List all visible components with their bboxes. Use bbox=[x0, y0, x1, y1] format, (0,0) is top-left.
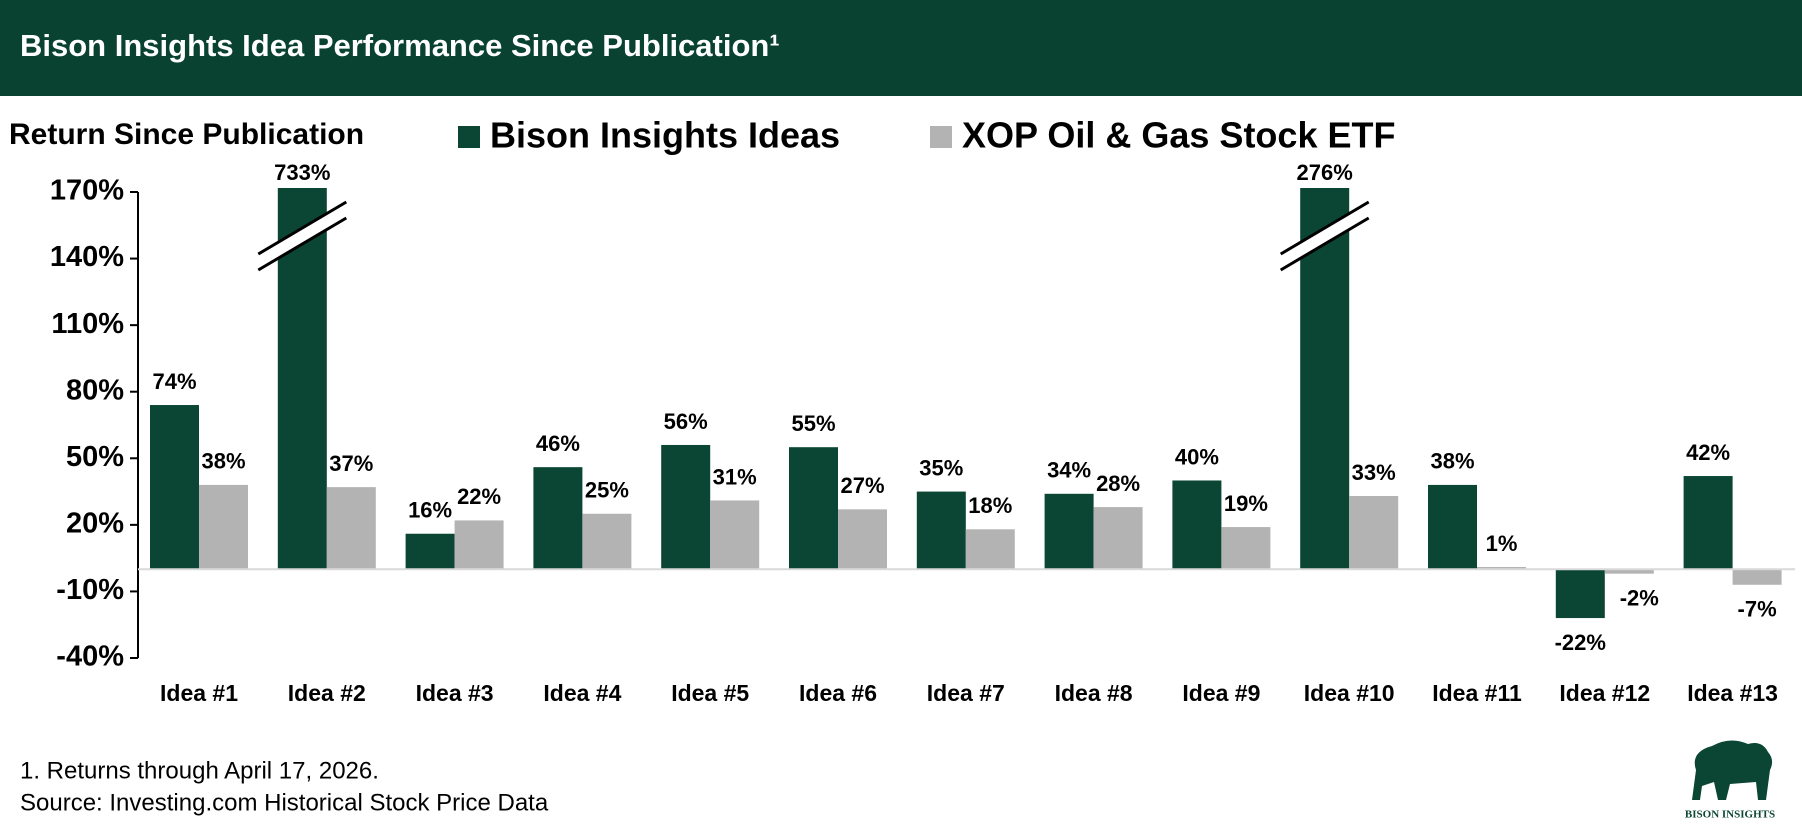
bar bbox=[916, 491, 966, 570]
bar bbox=[405, 533, 455, 570]
data-label: 46% bbox=[536, 431, 580, 456]
x-tick-label: Idea #4 bbox=[543, 680, 621, 706]
bar bbox=[710, 500, 760, 570]
bar bbox=[789, 447, 838, 570]
data-label: 25% bbox=[585, 478, 629, 503]
legend-swatch bbox=[458, 126, 480, 148]
legend-swatch bbox=[930, 126, 952, 148]
bar bbox=[1044, 493, 1094, 570]
footnote: 1. Returns through April 17, 2026. bbox=[20, 757, 379, 784]
x-tick-label: Idea #10 bbox=[1304, 680, 1395, 706]
data-label: 733% bbox=[274, 160, 330, 185]
data-label: 74% bbox=[152, 369, 196, 394]
y-tick-label: 140% bbox=[50, 241, 124, 273]
logo-text: BISON INSIGHTS bbox=[1685, 809, 1775, 821]
source-note: Source: Investing.com Historical Stock P… bbox=[20, 789, 549, 816]
legend-label: XOP Oil & Gas Stock ETF bbox=[962, 115, 1395, 156]
bar bbox=[1349, 496, 1399, 570]
data-label: 34% bbox=[1047, 458, 1091, 483]
bar bbox=[1221, 527, 1271, 570]
x-tick-label: Idea #9 bbox=[1182, 680, 1260, 706]
y-tick-label: 170% bbox=[50, 175, 124, 207]
x-tick-label: Idea #6 bbox=[799, 680, 877, 706]
bar bbox=[1477, 567, 1526, 570]
data-label: 31% bbox=[713, 464, 757, 489]
y-tick-label: 80% bbox=[66, 374, 124, 406]
data-label: 37% bbox=[329, 451, 373, 476]
data-label: 16% bbox=[408, 498, 452, 523]
bar bbox=[1428, 484, 1477, 570]
x-tick-label: Idea #7 bbox=[927, 680, 1005, 706]
y-tick-label: 20% bbox=[66, 508, 124, 540]
bar bbox=[1093, 507, 1143, 570]
bar bbox=[1683, 476, 1733, 570]
data-label: 28% bbox=[1096, 471, 1140, 496]
data-label: 35% bbox=[919, 455, 963, 480]
x-tick-label: Idea #11 bbox=[1432, 680, 1522, 706]
data-label: 40% bbox=[1175, 444, 1219, 469]
y-tick-label: -10% bbox=[56, 574, 124, 606]
x-tick-label: Idea #3 bbox=[416, 680, 494, 706]
axis-break bbox=[1280, 202, 1369, 270]
bar bbox=[965, 529, 1015, 570]
logo-bison bbox=[1692, 740, 1773, 800]
bar bbox=[1604, 569, 1654, 574]
axis-break-line bbox=[1279, 216, 1370, 272]
bar bbox=[1732, 569, 1782, 585]
axis-break-line bbox=[257, 216, 348, 272]
header-band bbox=[0, 0, 1802, 96]
data-label: -2% bbox=[1620, 585, 1659, 610]
data-label: 38% bbox=[1430, 449, 1474, 474]
logo: BISON INSIGHTS bbox=[1685, 740, 1775, 821]
x-tick-label: Idea #2 bbox=[288, 680, 366, 706]
bar bbox=[661, 444, 711, 570]
axis-break-line bbox=[257, 200, 348, 256]
axis-break-line bbox=[1279, 200, 1370, 256]
x-tick-label: Idea #12 bbox=[1559, 680, 1650, 706]
bar bbox=[1172, 480, 1222, 570]
data-label: 1% bbox=[1486, 531, 1518, 556]
y-tick-label: 110% bbox=[51, 308, 124, 340]
x-tick-label: Idea #5 bbox=[671, 680, 749, 706]
legend-label: Bison Insights Ideas bbox=[490, 115, 840, 156]
bar bbox=[582, 513, 632, 570]
bar bbox=[150, 405, 199, 570]
data-label: 42% bbox=[1686, 440, 1730, 465]
y-tick-label: -40% bbox=[56, 641, 124, 673]
data-label: 27% bbox=[840, 473, 884, 498]
data-label: 22% bbox=[457, 484, 501, 509]
data-label: 56% bbox=[664, 409, 708, 434]
bar bbox=[326, 487, 376, 570]
chart-title: Bison Insights Idea Performance Since Pu… bbox=[20, 28, 780, 63]
y-axis-label: Return Since Publication bbox=[9, 118, 364, 151]
bar bbox=[838, 509, 887, 570]
data-label: 18% bbox=[968, 493, 1012, 518]
data-label: -7% bbox=[1738, 597, 1777, 622]
x-tick-label: Idea #8 bbox=[1055, 680, 1133, 706]
data-label: -22% bbox=[1555, 630, 1606, 655]
y-tick-label: 50% bbox=[66, 441, 124, 473]
bar bbox=[1555, 569, 1605, 619]
x-tick-label: Idea #13 bbox=[1687, 680, 1778, 706]
axis-break bbox=[258, 202, 347, 270]
data-label: 38% bbox=[201, 449, 245, 474]
data-label: 33% bbox=[1352, 460, 1396, 485]
bar bbox=[533, 467, 583, 570]
data-label: 19% bbox=[1224, 491, 1268, 516]
data-label: 55% bbox=[791, 411, 835, 436]
bar bbox=[199, 484, 248, 570]
x-tick-label: Idea #1 bbox=[160, 680, 238, 706]
bar bbox=[454, 520, 504, 570]
data-label: 276% bbox=[1297, 160, 1353, 185]
